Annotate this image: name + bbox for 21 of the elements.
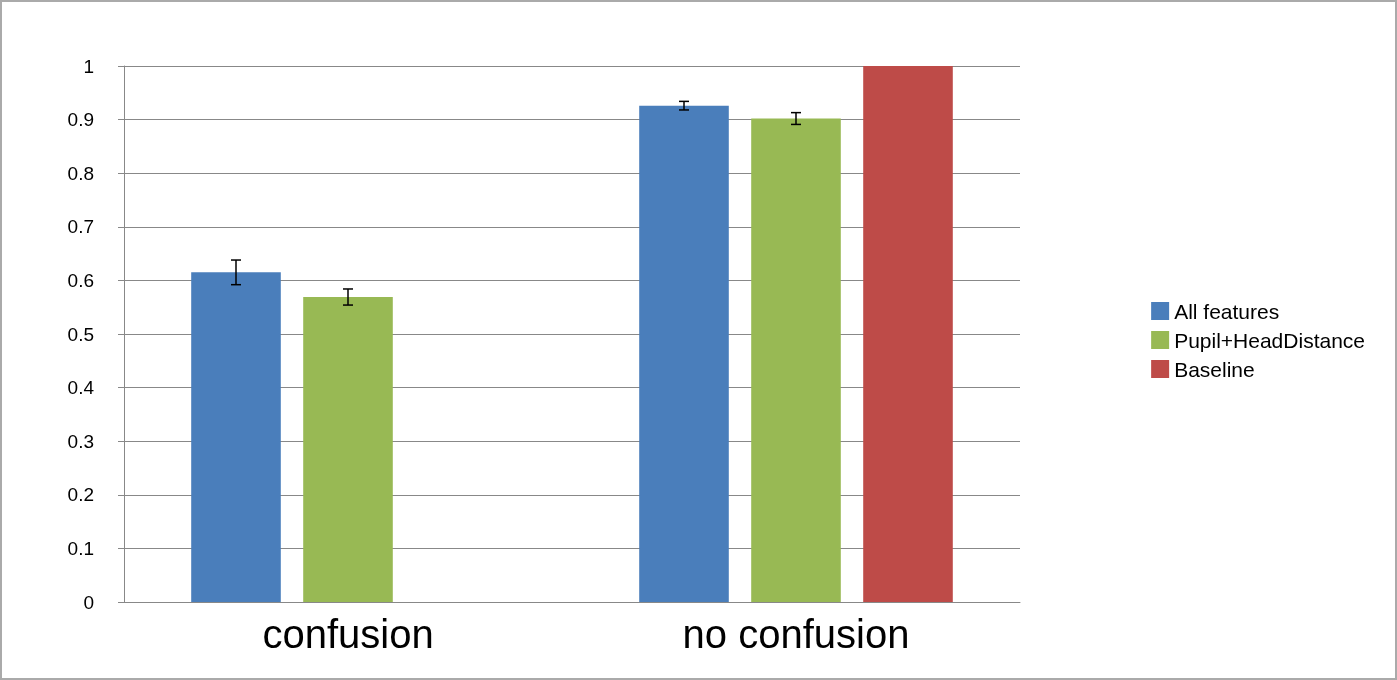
y-tick-label: 0.4: [67, 377, 95, 399]
bar: [863, 66, 953, 602]
y-tick-label: 0.6: [67, 269, 94, 291]
y-tick-label: 0: [83, 591, 94, 613]
bar: [303, 297, 393, 602]
bar: [191, 272, 281, 602]
y-tick-label: 0.1: [67, 537, 94, 559]
y-tick-label: 0.2: [67, 484, 94, 506]
y-tick-label: 0.5: [67, 323, 94, 345]
legend-label: Baseline: [1174, 357, 1255, 381]
y-tick-label: 1: [83, 55, 94, 77]
legend-label: All features: [1174, 299, 1280, 323]
x-tick-label: no confusion: [682, 612, 910, 656]
y-tick-label: 0.3: [67, 430, 94, 452]
bar: [751, 118, 841, 602]
x-tick-label: confusion: [262, 612, 434, 656]
legend-label: Pupil+HeadDistance: [1174, 328, 1366, 352]
bar: [639, 105, 729, 602]
y-tick-label: 0.8: [67, 162, 94, 184]
y-tick-label: 0.7: [67, 216, 94, 238]
y-tick-label: 0.9: [67, 109, 94, 131]
